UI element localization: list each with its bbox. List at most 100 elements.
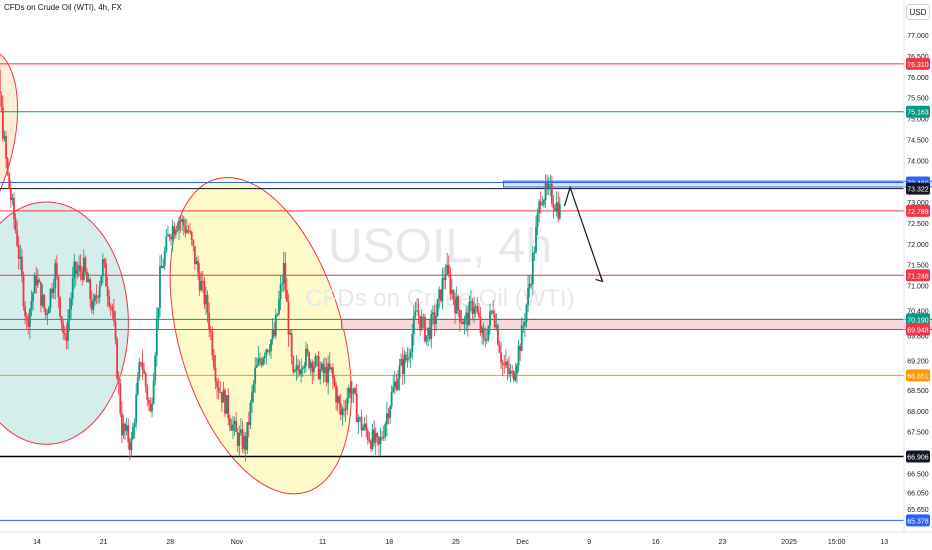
candle-body xyxy=(479,316,482,333)
candle-body xyxy=(438,289,441,300)
candle-body xyxy=(190,231,193,240)
candle-body xyxy=(419,315,422,329)
price-level-label-bg xyxy=(906,369,930,382)
candles xyxy=(0,65,561,462)
candle-body xyxy=(111,306,114,311)
candle-body xyxy=(544,182,547,201)
candle-body xyxy=(522,325,525,327)
candle-body xyxy=(365,423,368,431)
candle-body xyxy=(287,301,290,335)
candle-body xyxy=(254,367,257,384)
candle-body xyxy=(63,332,66,335)
candle-body xyxy=(512,371,515,381)
candle-body xyxy=(430,314,433,340)
zone-rectangle[interactable] xyxy=(502,180,932,188)
candle-body xyxy=(546,182,549,188)
candle-body xyxy=(159,265,161,308)
candle-body xyxy=(320,363,323,370)
candle-body xyxy=(292,356,295,373)
candle-body xyxy=(368,439,371,442)
candle-body xyxy=(9,188,12,200)
price-tick-label: 70.400 xyxy=(907,309,929,316)
candle-body xyxy=(319,369,322,380)
horizontal-levels[interactable] xyxy=(0,63,904,521)
candle-body xyxy=(373,429,376,443)
candle-body xyxy=(227,395,230,418)
candle-body xyxy=(554,208,556,211)
price-axis[interactable]: 77.000 76.500 76.000 75.500 75.000 74.500 74.0… xyxy=(907,33,929,514)
candle-body xyxy=(146,386,149,400)
candle-body xyxy=(241,429,244,449)
candle-body xyxy=(474,306,477,308)
price-level-label: 66.906 xyxy=(907,455,929,462)
time-tick-label: 28 xyxy=(166,539,174,546)
candle-body xyxy=(327,363,330,383)
candle-body xyxy=(38,279,41,283)
candle-body xyxy=(465,312,468,320)
price-level-label-bg xyxy=(906,514,930,527)
candle-body xyxy=(76,270,79,274)
candle-body xyxy=(550,183,553,204)
candle-body xyxy=(351,392,353,394)
candle-body xyxy=(476,306,479,313)
candle-body xyxy=(278,299,280,314)
candle-body xyxy=(108,296,111,307)
candle-body xyxy=(260,361,263,365)
candle-body xyxy=(344,409,347,411)
candle-body xyxy=(381,437,383,439)
candle-body xyxy=(503,364,506,366)
ellipse-annotation[interactable] xyxy=(0,201,129,445)
candle-body xyxy=(455,296,458,314)
candle-body xyxy=(147,399,150,404)
candle-body xyxy=(143,369,145,374)
candle-body xyxy=(276,313,279,316)
price-level-label-bg xyxy=(906,182,930,195)
candle-body xyxy=(193,246,196,265)
candle-body xyxy=(379,437,382,445)
candle-body xyxy=(424,316,426,342)
candle-body xyxy=(128,442,131,451)
candle-body xyxy=(509,370,512,375)
candle-body xyxy=(136,377,139,395)
candle-body xyxy=(257,358,260,365)
ellipse-annotation[interactable] xyxy=(137,157,384,515)
candle-body xyxy=(55,263,58,277)
candle-body xyxy=(151,403,153,412)
candle-body xyxy=(213,355,215,368)
candle-body xyxy=(403,354,406,375)
projection-arrow[interactable] xyxy=(563,185,604,283)
candle-body xyxy=(398,365,401,379)
candle-body xyxy=(225,395,228,414)
symbol-title[interactable]: CFDs on Crude Oil (WTI), 4h, FX xyxy=(4,3,122,12)
candle-body xyxy=(73,261,76,279)
candle-body xyxy=(338,396,341,404)
projection-arrowhead[interactable] xyxy=(595,273,604,283)
price-tick-label: 74.000 xyxy=(907,158,929,165)
candle-body xyxy=(298,369,301,375)
currency-button[interactable]: USD xyxy=(906,4,930,20)
candle-body xyxy=(362,427,364,431)
candle-body xyxy=(46,313,49,316)
candle-body xyxy=(149,403,152,412)
price-level-label: 65.378 xyxy=(907,518,929,525)
time-tick-label: 2025 xyxy=(781,539,797,546)
candle-body xyxy=(0,69,1,96)
candle-body xyxy=(325,367,328,383)
price-tick-label: 69.800 xyxy=(907,334,929,341)
candle-body xyxy=(481,327,483,333)
candle-body xyxy=(173,226,176,235)
candle-body xyxy=(120,413,123,436)
candle-body xyxy=(425,335,428,342)
candle-body xyxy=(220,392,223,403)
price-level-label-bg xyxy=(906,105,930,118)
candle-body xyxy=(78,265,80,271)
candle-body xyxy=(52,287,55,294)
projection-line[interactable] xyxy=(563,185,604,282)
candle-body xyxy=(497,325,499,345)
time-tick-label: 25 xyxy=(452,539,460,546)
candle-body xyxy=(94,295,96,302)
candle-body xyxy=(392,386,395,392)
candle-body xyxy=(358,417,361,419)
